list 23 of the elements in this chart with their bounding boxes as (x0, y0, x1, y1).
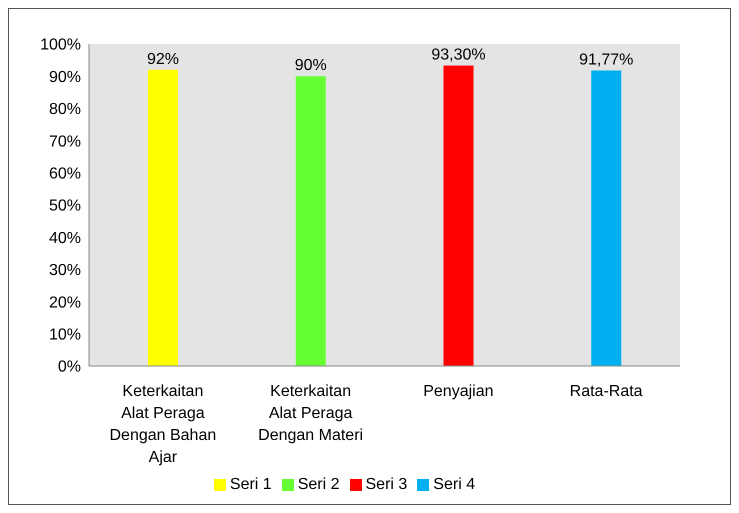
legend-label: Seri 2 (298, 476, 340, 493)
data-label: 90% (294, 57, 327, 74)
y-tick-label: 70% (48, 133, 81, 150)
y-tick-label: 30% (48, 262, 81, 280)
x-tick-label: Keterkaitan Alat Peraga Dengan Bahan Ajar (109, 383, 216, 466)
y-tick-label: 0% (58, 358, 81, 376)
x-tick-label: Keterkaitan Alat Peraga Dengan Materi (258, 383, 364, 444)
y-tick-label: 20% (48, 294, 81, 312)
legend-label: Seri 3 (366, 476, 408, 493)
legend-label: Seri 4 (433, 476, 476, 493)
data-label: 93,30% (431, 46, 486, 64)
legend-label: Seri 1 (230, 476, 272, 493)
y-tick-label: 80% (48, 101, 81, 118)
x-tick-label: Rata-Rata (570, 383, 643, 400)
data-label: 92% (146, 50, 180, 68)
data-label: 91,77% (579, 52, 634, 68)
y-tick-label: 90% (48, 68, 81, 86)
y-tick-label: 100% (40, 36, 81, 54)
y-tick-label: 50% (48, 198, 81, 215)
x-tick-label: Penyajian (423, 383, 494, 400)
y-tick-label: 10% (48, 326, 81, 344)
y-tick-label: 40% (48, 230, 81, 247)
y-tick-label: 60% (48, 165, 81, 182)
